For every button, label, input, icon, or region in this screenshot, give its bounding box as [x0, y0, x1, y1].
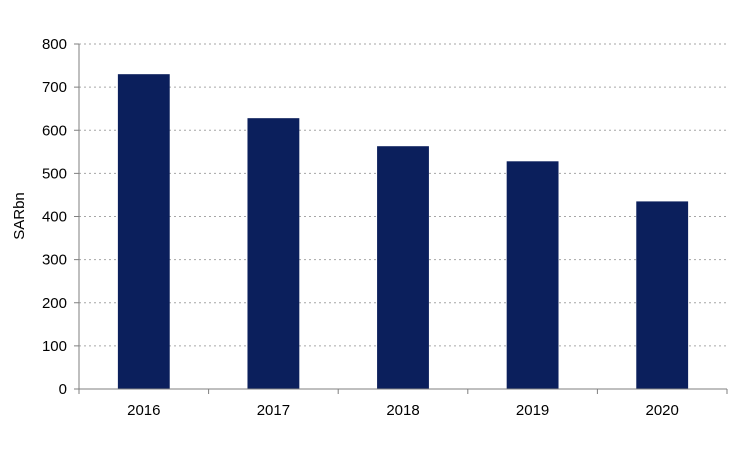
y-axis-label: SARbn [11, 192, 28, 240]
y-tick-label: 300 [42, 252, 67, 269]
tick-labels: 0 100 200 300 400 500 600 700 800 2016 2017 2018 201… [42, 36, 679, 419]
y-tick-label: 800 [42, 36, 67, 53]
bar-2016 [117, 74, 170, 389]
bar-2017 [247, 118, 300, 390]
bars [117, 74, 689, 390]
bar-2018 [377, 146, 429, 389]
x-tick-label: 2019 [516, 402, 549, 419]
y-tick-label: 200 [42, 295, 67, 312]
y-tick-label: 0 [59, 381, 67, 398]
bar-2019 [506, 161, 559, 389]
x-tick-label: 2020 [646, 402, 679, 419]
y-tick-label: 500 [42, 165, 67, 182]
y-tick-label: 700 [42, 79, 67, 96]
axes [74, 43, 728, 394]
x-tick-label: 2016 [127, 402, 160, 419]
bar-2020 [636, 201, 689, 389]
y-tick-label: 600 [42, 122, 67, 139]
gridlines [79, 43, 727, 347]
x-tick-label: 2017 [257, 402, 290, 419]
x-tick-label: 2018 [386, 402, 419, 419]
y-tick-label: 400 [42, 209, 67, 226]
y-tick-label: 100 [42, 338, 67, 355]
